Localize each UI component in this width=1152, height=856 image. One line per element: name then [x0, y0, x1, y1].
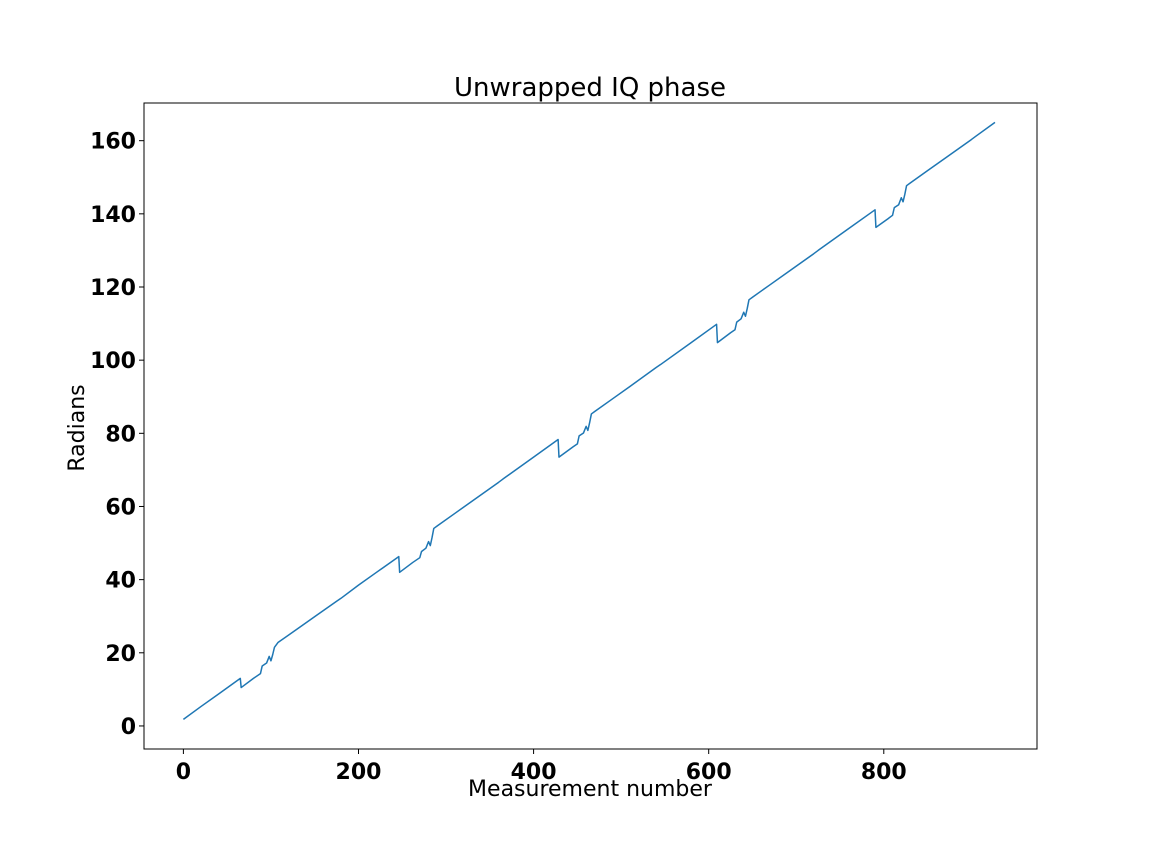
y-tick-label: 0	[121, 715, 136, 740]
y-tick-label: 140	[90, 203, 136, 228]
x-tick-label: 800	[861, 760, 907, 785]
y-tick-label: 80	[105, 422, 136, 447]
series-line-0	[182, 121, 996, 720]
y-axis-label: Radians	[65, 384, 90, 471]
y-tick-label: 160	[90, 130, 136, 155]
y-tick-label: 60	[105, 495, 136, 520]
x-axis-label: Measurement number	[468, 777, 713, 802]
x-tick-label: 0	[176, 760, 191, 785]
plot-area	[182, 121, 996, 720]
y-tick-label: 100	[90, 349, 136, 374]
y-axis: 0 20 40 60 80 100 120 140 160	[90, 130, 144, 740]
x-tick-label: 200	[336, 760, 382, 785]
x-tick-label: 600	[686, 760, 732, 785]
y-tick-label: 20	[105, 642, 136, 667]
x-axis: 0 200 400 600 800	[176, 749, 907, 785]
chart-title: Unwrapped IQ phase	[454, 73, 726, 103]
axes-frame	[143, 102, 1038, 750]
y-tick-label: 120	[90, 276, 136, 301]
y-tick-label: 40	[105, 569, 136, 594]
x-tick-label: 400	[511, 760, 557, 785]
